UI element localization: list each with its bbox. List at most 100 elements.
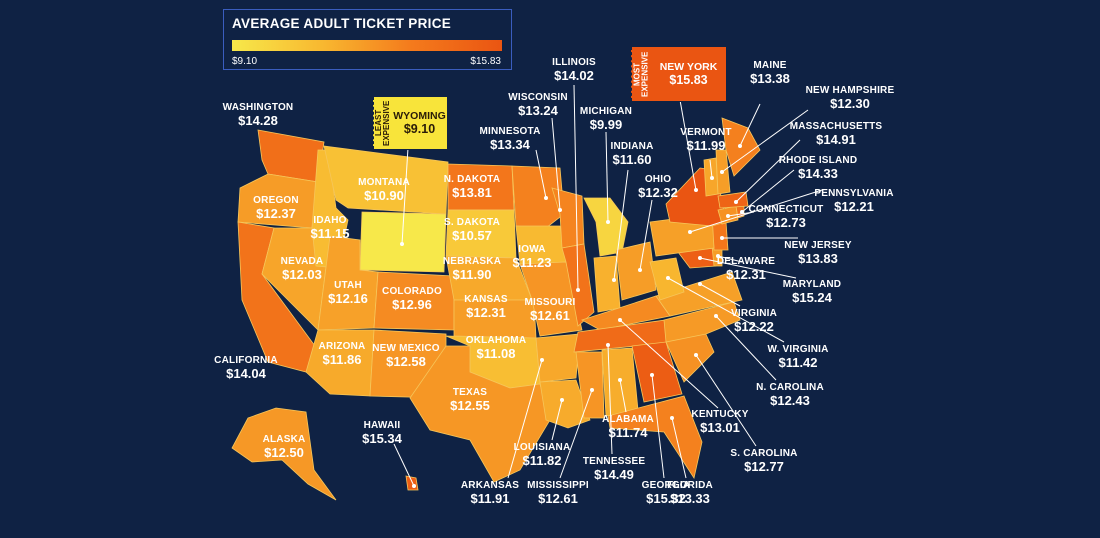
state-name-nevada: NEVADA: [280, 256, 324, 267]
state-name-california: CALIFORNIA: [214, 355, 278, 366]
state-name-mississippi: MISSISSIPPI: [527, 480, 589, 491]
leader-line-wisconsin: [551, 117, 561, 211]
state-name-texas: TEXAS: [452, 387, 488, 398]
legend: AVERAGE ADULT TICKET PRICE $9.10 $15.83: [223, 9, 512, 70]
leader-line-delaware: [717, 255, 743, 263]
leader-dot-pennsylvania: [688, 230, 692, 234]
state-shape-virginia: [655, 271, 743, 317]
leader-dot-maine: [738, 144, 742, 148]
state-name-florida: FLORIDA: [667, 480, 713, 491]
state-label-arizona: ARIZONA $11.86: [319, 341, 366, 367]
state-price-n-carolina: $12.43: [770, 392, 810, 408]
state-price-alaska: $12.50: [264, 444, 304, 460]
state-label-ohio: OHIO $12.32: [638, 174, 678, 199]
least-expensive-label: LEAST EXPENSIVE: [373, 97, 392, 149]
state-label-utah: UTAH $12.16: [328, 280, 368, 305]
state-price-louisiana: $11.82: [522, 452, 562, 468]
state-label-new-mexico: NEW MEXICO $12.58: [372, 343, 440, 369]
state-shape-missouri: [519, 261, 583, 337]
most-expensive-state: NEW YORK: [659, 61, 718, 73]
leader-dot-mississippi: [590, 388, 594, 392]
state-price-arizona: $11.86: [322, 351, 362, 367]
state-name-new-mexico: NEW MEXICO: [372, 343, 440, 354]
state-shape-georgia: [631, 341, 683, 403]
leader-dot-louisiana: [560, 398, 564, 402]
state-price-kansas: $12.31: [466, 304, 506, 320]
leader-line-new-york: [679, 99, 697, 191]
state-name-illinois: ILLINOIS: [552, 57, 596, 68]
leader-dot-maryland: [698, 256, 702, 260]
leader-dot-virginia: [698, 282, 702, 286]
state-label-washington: WASHINGTON $14.28: [222, 102, 294, 127]
state-label-maryland: MARYLAND $15.24: [783, 279, 841, 305]
state-price-maine: $13.38: [750, 70, 790, 86]
leader-dot-w-virginia: [666, 276, 670, 280]
leader-dot-new-hampshire: [720, 170, 724, 174]
state-label-mississippi: MISSISSIPPI $12.61: [527, 480, 589, 505]
state-label-florida: FLORIDA $13.33: [667, 480, 713, 505]
state-price-maryland: $15.24: [792, 289, 832, 305]
leader-line-mississippi: [559, 389, 593, 479]
state-label-pennsylvania: PENNSYLVANIA $12.21: [814, 188, 893, 213]
leader-dot-tennessee: [606, 343, 610, 347]
state-price-iowa: $11.23: [512, 254, 552, 270]
state-price-nevada: $12.03: [282, 266, 322, 282]
leader-line-louisiana: [551, 399, 563, 441]
state-label-texas: TEXAS $12.55: [450, 387, 490, 412]
state-shape-new-jersey: [711, 221, 729, 251]
leader-line-arkansas: [507, 359, 543, 479]
state-label-georgia: GEORGIA $15.32: [642, 480, 691, 505]
state-name-alaska: ALASKA: [262, 434, 306, 445]
least-expensive-tag: LEAST EXPENSIVE WYOMING $9.10: [372, 96, 448, 150]
leader-line-wyoming: [401, 147, 409, 245]
leader-line-maryland: [699, 257, 797, 279]
state-shape-n-carolina: [663, 301, 741, 343]
leader-line-s-carolina: [695, 354, 757, 447]
leader-dot-hawaii: [412, 484, 416, 488]
leader-line-virginia: [699, 283, 741, 307]
state-name-rhode-island: RHODE ISLAND: [778, 155, 858, 166]
state-name-michigan: MICHIGAN: [579, 106, 633, 117]
state-shape-minnesota: [511, 165, 565, 229]
state-price-s-carolina: $12.77: [744, 458, 784, 474]
state-shape-ohio: [615, 241, 657, 301]
state-label-arkansas: ARKANSAS $11.91: [460, 480, 520, 505]
state-label-delaware: DELAWARE $12.31: [717, 256, 775, 281]
least-expensive-state: WYOMING: [393, 110, 446, 122]
leader-dot-n-carolina: [714, 314, 718, 318]
least-expensive-price: $9.10: [403, 122, 436, 136]
leader-dot-wisconsin: [558, 208, 562, 212]
state-name-wisconsin: WISCONSIN: [508, 92, 568, 103]
state-label-connecticut: CONNECTICUT $12.73: [748, 204, 824, 229]
state-price-new-mexico: $12.58: [386, 353, 426, 369]
leader-dot-minnesota: [544, 196, 548, 200]
state-price-n-dakota: $13.81: [452, 184, 492, 200]
state-shape-wyoming: [359, 211, 447, 273]
state-name-arkansas: ARKANSAS: [460, 480, 520, 491]
leader-dot-new-york: [694, 188, 698, 192]
leader-dot-delaware: [716, 254, 720, 258]
state-price-new-hampshire: $12.30: [830, 95, 870, 111]
legend-gradient-bar: [232, 40, 502, 51]
state-name-n-carolina: N. CAROLINA: [756, 382, 824, 393]
state-price-tennessee: $14.49: [594, 466, 634, 482]
state-label-idaho: IDAHO $11.15: [310, 215, 349, 240]
state-name-massachusetts: MASSACHUSETTS: [789, 121, 883, 132]
state-price-nebraska: $11.90: [452, 266, 492, 282]
state-name-virginia: VIRGINIA: [730, 308, 778, 319]
state-price-massachusetts: $14.91: [816, 131, 856, 147]
state-label-michigan: MICHIGAN $9.99: [579, 106, 633, 131]
state-label-kansas: KANSAS $12.31: [464, 294, 507, 320]
state-price-rhode-island: $14.33: [798, 165, 838, 181]
state-name-new-hampshire: NEW HAMPSHIRE: [805, 85, 895, 96]
state-shape-hawaii: [405, 475, 419, 491]
state-name-washington: WASHINGTON: [222, 102, 294, 113]
state-price-new-jersey: $13.83: [798, 250, 838, 266]
state-name-idaho: IDAHO: [313, 215, 347, 226]
state-price-hawaii: $15.34: [362, 430, 402, 446]
state-label-indiana: INDIANA $11.60: [610, 141, 653, 166]
state-name-connecticut: CONNECTICUT: [748, 204, 824, 215]
leader-dot-ohio: [638, 268, 642, 272]
state-price-wisconsin: $13.24: [518, 102, 558, 118]
